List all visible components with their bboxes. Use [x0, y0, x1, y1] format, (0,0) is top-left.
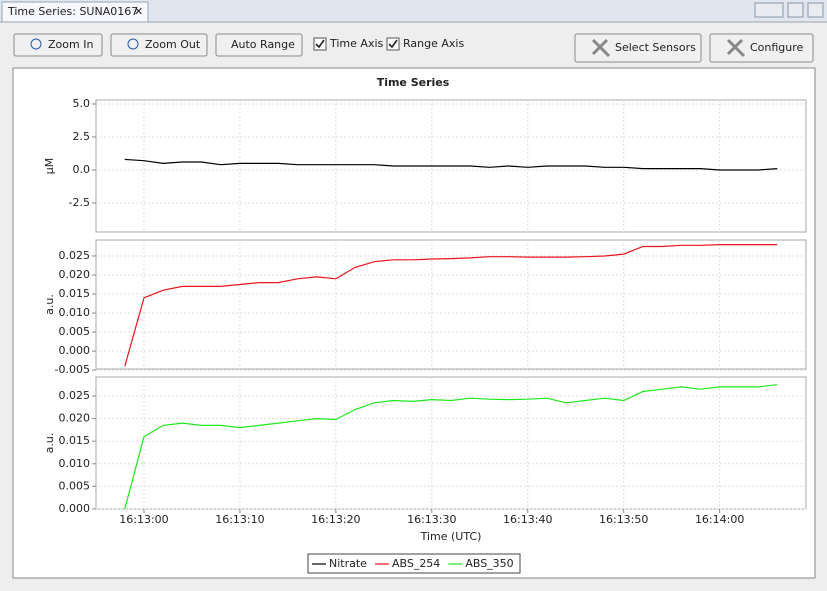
legend — [307, 553, 521, 574]
y-tick-label: 0.020 — [59, 412, 91, 425]
y-tick-label: -2.5 — [69, 196, 90, 209]
button[interactable] — [709, 33, 814, 63]
data-line — [124, 244, 778, 367]
y-tick-label: -0.005 — [55, 363, 90, 376]
tool-icon — [726, 38, 746, 58]
menu-button[interactable] — [787, 2, 804, 18]
nav-buttons[interactable] — [754, 2, 784, 18]
button-label: Configure — [750, 41, 804, 54]
y-tick-label: 0.015 — [59, 287, 91, 300]
tab-close[interactable]: ✕ — [134, 5, 143, 18]
legend-label: Nitrate — [329, 557, 367, 570]
tab-bar — [0, 0, 827, 22]
y-tick-label: 0.0 — [73, 163, 91, 176]
legend-label: ABS_350 — [465, 557, 513, 570]
y-tick-label: 0.000 — [59, 344, 91, 357]
plot-area — [95, 239, 807, 370]
data-line — [124, 384, 778, 510]
checkbox[interactable] — [386, 37, 400, 51]
y-tick-label: 0.010 — [59, 306, 91, 319]
x-tick-label: 16:13:10 — [215, 513, 264, 526]
x-tick-label: 16:13:20 — [311, 513, 360, 526]
checkmark — [388, 39, 398, 49]
zoom-icon — [127, 38, 139, 50]
button-label: Select Sensors — [615, 41, 696, 54]
x-axis-label: Time (UTC) — [420, 530, 482, 543]
checkbox-label: Time Axis — [329, 37, 384, 50]
tab-title: Time Series: SUNA0167 — [7, 5, 138, 18]
y-tick-label: 0.000 — [59, 502, 91, 515]
x-tick-label: 16:13:30 — [407, 513, 456, 526]
y-tick-label: 2.5 — [73, 130, 91, 143]
x-tick-label: 16:13:50 — [599, 513, 648, 526]
y-tick-label: 0.015 — [59, 434, 91, 447]
y-tick-label: 0.025 — [59, 249, 91, 262]
y-tick-label: 0.020 — [59, 268, 91, 281]
x-tick-label: 16:14:00 — [695, 513, 744, 526]
button[interactable] — [215, 33, 303, 57]
button-label: Zoom In — [48, 38, 93, 51]
button-label: Auto Range — [231, 38, 295, 51]
x-tick-label: 16:13:00 — [119, 513, 168, 526]
y-tick-label: 5.0 — [73, 97, 91, 110]
maximize-button[interactable] — [807, 2, 824, 18]
y-axis-label: µM — [43, 158, 56, 175]
y-axis-label: a.u. — [43, 433, 56, 454]
plot-area — [95, 376, 807, 510]
y-tick-label: 0.025 — [59, 389, 91, 402]
x-tick-label: 16:13:40 — [503, 513, 552, 526]
checkbox[interactable] — [313, 37, 327, 51]
zoom-icon — [30, 38, 42, 50]
y-axis-label: a.u. — [43, 294, 56, 315]
button-label: Zoom Out — [145, 38, 201, 51]
tool-icon — [591, 38, 611, 58]
y-tick-label: 0.010 — [59, 457, 91, 470]
data-line — [124, 158, 778, 171]
checkmark — [315, 39, 325, 49]
y-tick-label: 0.005 — [59, 479, 91, 492]
legend-label: ABS_254 — [392, 557, 440, 570]
chart-title: Time Series — [377, 76, 450, 89]
checkbox-label: Range Axis — [403, 37, 464, 50]
y-tick-label: 0.005 — [59, 325, 91, 338]
